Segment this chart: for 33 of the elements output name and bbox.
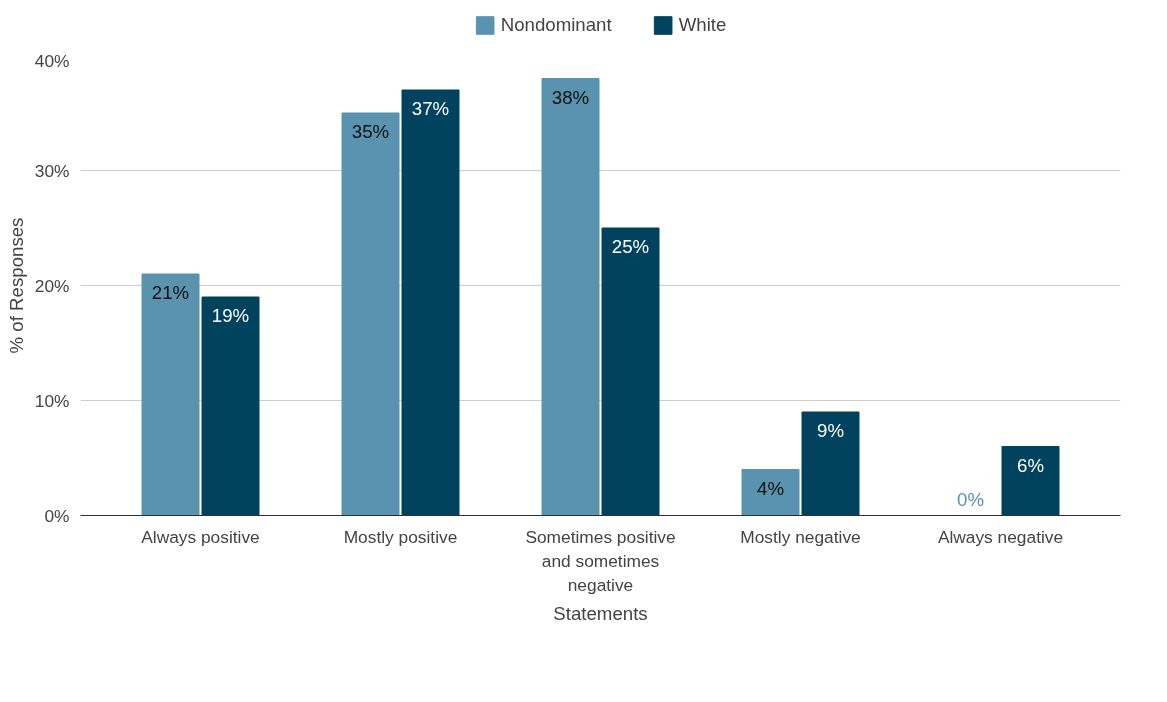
y-tick-label: 0% [44, 505, 70, 526]
bar [401, 89, 460, 516]
bar [801, 411, 860, 516]
bar [601, 227, 660, 516]
y-tick-label: 30% [34, 160, 70, 181]
bar [341, 112, 400, 516]
bar [541, 78, 600, 516]
y-tick-label: 10% [34, 390, 70, 411]
data-label: 0% [957, 488, 984, 510]
data-label: 35% [351, 121, 390, 142]
data-label: 37% [411, 98, 450, 119]
data-label: 4% [757, 477, 784, 499]
y-tick-label: 20% [34, 275, 70, 296]
bar [1001, 446, 1060, 516]
bar [141, 273, 200, 516]
legend-label: White [678, 14, 727, 36]
data-label: 6% [1017, 454, 1044, 476]
x-axis-title: Statements [553, 602, 648, 624]
data-label: 21% [151, 282, 190, 303]
x-tick-label: Always positive [141, 526, 260, 547]
y-tick-label: 40% [34, 50, 70, 71]
bar [741, 469, 800, 516]
data-label: 9% [817, 420, 844, 441]
x-tick-label: Mostly positive [343, 526, 458, 547]
legend-label: Nondominant [500, 14, 612, 36]
data-label: 25% [611, 236, 650, 257]
x-tick-label: Always negative [937, 526, 1064, 547]
x-tick-label: Sometimes positive and sometimes negative [525, 526, 676, 595]
data-label: 38% [551, 86, 590, 108]
y-axis-title: % of Responses [5, 217, 27, 354]
bar [201, 296, 260, 516]
data-label: 19% [211, 305, 250, 326]
x-tick-label: Mostly negative [740, 526, 861, 547]
